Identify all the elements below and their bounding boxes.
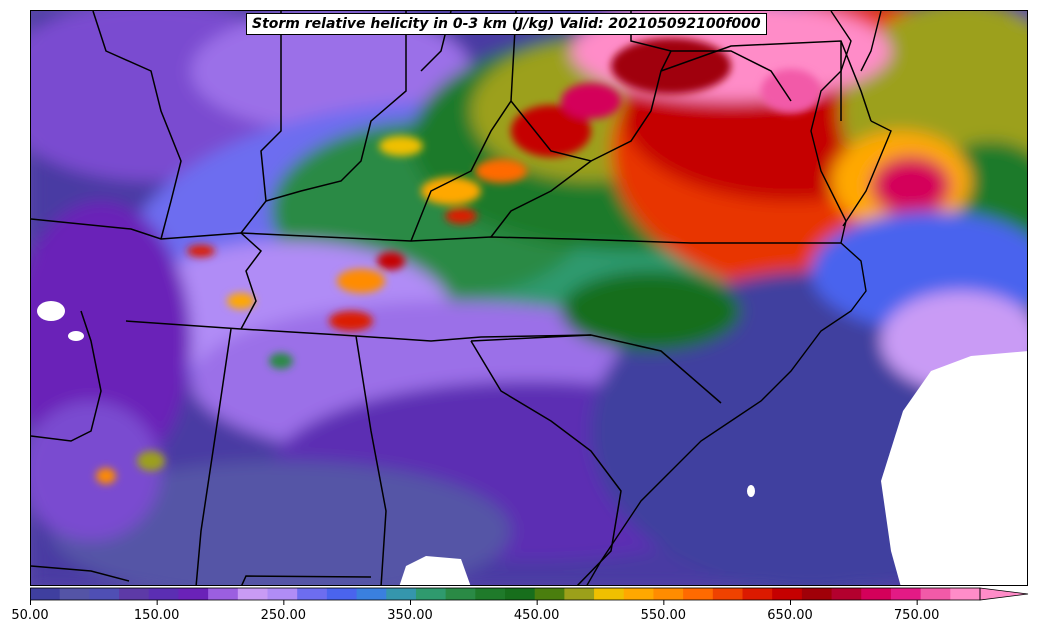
colorbar: [30, 587, 1029, 605]
colorbar-segment: [30, 588, 61, 600]
colorbar-segment: [950, 588, 981, 600]
map-canvas: [31, 11, 1027, 585]
colorbar-tick-label: 50.00: [11, 608, 49, 623]
colorbar-segment: [59, 588, 90, 600]
colorbar-segment: [475, 588, 506, 600]
colorbar-segment: [208, 588, 239, 600]
helicity-map: [30, 10, 1028, 586]
colorbar-tick-label: 550.00: [640, 608, 687, 623]
map-title: Storm relative helicity in 0-3 km (J/kg)…: [246, 13, 767, 35]
colorbar-segment: [237, 588, 268, 600]
colorbar-tick-label: 250.00: [260, 608, 307, 623]
colorbar-segment: [712, 588, 743, 600]
colorbar-tick-label: 350.00: [387, 608, 433, 623]
colorbar-segment: [89, 588, 120, 600]
helicity-cells: [96, 38, 821, 484]
colorbar-segment: [267, 588, 298, 600]
colorbar-segment: [297, 588, 328, 600]
colorbar-segment: [564, 588, 595, 600]
colorbar-segment: [653, 588, 684, 600]
colorbar-segment: [445, 588, 476, 600]
colorbar-segment: [801, 588, 833, 600]
colorbar-segment: [119, 588, 150, 600]
colorbar-segment: [386, 588, 417, 600]
colorbar-segment: [505, 588, 536, 600]
colorbar-tick-label: 750.00: [893, 608, 940, 623]
colorbar-segment: [861, 588, 892, 600]
no-data-regions: [37, 301, 1027, 585]
colorbar-segment: [920, 588, 951, 600]
colorbar-segment: [890, 588, 922, 600]
colorbar-segment: [534, 588, 565, 600]
colorbar-segment: [326, 588, 358, 600]
coastline: [586, 11, 892, 585]
colorbar-tick-label: 650.00: [767, 608, 813, 623]
colorbar-segment: [831, 588, 862, 600]
colorbar-segment: [594, 588, 625, 600]
colorbar-segment: [356, 588, 387, 600]
colorbar-segment: [742, 588, 773, 600]
colorbar-outline: [30, 587, 981, 601]
colorbar-segment: [683, 588, 714, 600]
colorbar-tick-label: 150.00: [133, 608, 180, 623]
helicity-field: [31, 11, 1027, 585]
state-borders: [31, 11, 872, 585]
colorbar-segment: [415, 588, 447, 600]
colorbar-segment: [148, 588, 179, 600]
colorbar-segment: [178, 588, 209, 600]
colorbar-tick-label: 450.00: [513, 608, 560, 623]
colorbar-segment: [772, 588, 803, 600]
colorbar-segment: [623, 588, 654, 600]
colorbar-extend-max: [979, 587, 1029, 601]
